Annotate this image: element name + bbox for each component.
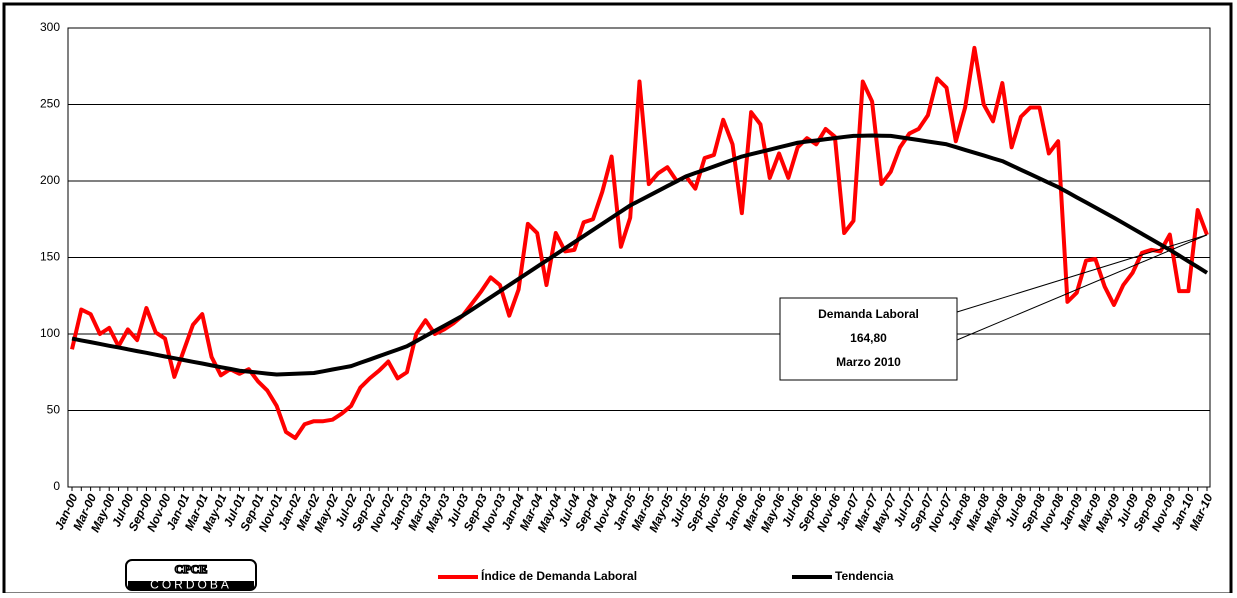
y-tick-label: 0: [53, 479, 60, 493]
annotation-leader: [956, 234, 1208, 313]
logo-title: CPCE: [175, 562, 208, 576]
y-tick-label: 100: [40, 326, 60, 340]
y-tick-label: 200: [40, 173, 60, 187]
y-tick-label: 50: [47, 403, 61, 417]
y-tick-label: 150: [40, 250, 60, 264]
y-tick-label: 300: [40, 20, 60, 34]
legend-label: Tendencia: [835, 569, 894, 583]
legend-label: Índice de Demanda Laboral: [481, 568, 637, 583]
logo-band: [128, 581, 254, 589]
annotation-leader: [956, 234, 1208, 341]
annotation-box: [779, 297, 958, 381]
annotation-text: Demanda Laboral: [818, 307, 919, 321]
y-tick-label: 250: [40, 97, 60, 111]
series-line: [70, 45, 1209, 441]
logo-subtitle: CORDOBA: [150, 578, 232, 592]
series-line: [71, 133, 1209, 377]
annotation-text: 164,80: [850, 331, 887, 345]
annotation-text: Marzo 2010: [836, 355, 901, 369]
